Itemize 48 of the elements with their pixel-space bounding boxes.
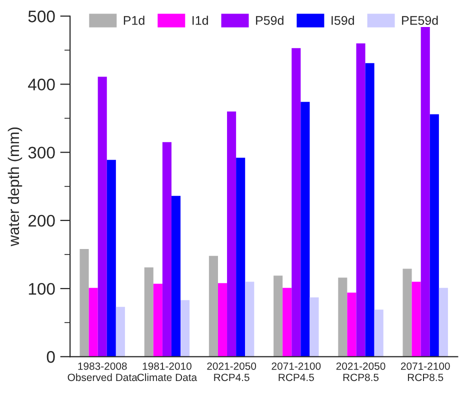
legend-label: I1d — [192, 16, 208, 25]
bar — [282, 288, 292, 357]
bar — [365, 63, 374, 357]
bar — [116, 306, 125, 357]
bar — [274, 276, 283, 357]
bar — [171, 196, 181, 357]
bar — [88, 288, 98, 357]
bar — [236, 158, 246, 357]
y-tick-label: 400 — [28, 78, 55, 90]
y-axis-title: water depth (mm) — [8, 127, 22, 246]
bar — [438, 288, 448, 357]
legend-label: PE59d — [402, 16, 438, 25]
bar — [227, 111, 236, 357]
bar — [412, 282, 421, 357]
y-tick-label: 500 — [28, 10, 55, 22]
bar — [98, 76, 107, 357]
bar — [338, 278, 348, 357]
legend-label: P1d — [124, 16, 144, 25]
x-tick-label: 2071-2100 RCP8.5 — [400, 362, 450, 382]
bar — [374, 310, 384, 357]
bar — [420, 27, 430, 357]
bar — [245, 282, 254, 357]
bar — [153, 284, 162, 357]
bar — [218, 283, 228, 357]
bar — [292, 48, 301, 357]
y-tick-label: 200 — [28, 214, 55, 227]
bar — [430, 114, 439, 357]
bar — [347, 292, 356, 357]
bar — [144, 267, 154, 357]
y-tick-label: 0 — [46, 351, 55, 363]
bar — [208, 256, 218, 357]
bar — [106, 160, 116, 357]
bar — [356, 43, 366, 357]
y-tick-label: 100 — [28, 282, 55, 295]
x-tick-label: 2021-2050 RCP4.5 — [207, 362, 256, 382]
bar — [80, 249, 89, 357]
bar — [300, 102, 310, 357]
legend-label: I59d — [332, 16, 354, 25]
y-tick-label: 300 — [28, 146, 55, 159]
bar — [180, 300, 190, 357]
bar — [310, 297, 319, 357]
x-tick-label: 2021-2050 RCP8.5 — [336, 362, 386, 382]
legend-label: P59d — [256, 16, 284, 25]
x-tick-label: 2071-2100 RCP4.5 — [272, 362, 321, 382]
x-tick-label: 1981-2010 Climate Data — [137, 362, 198, 382]
x-tick-label: 1983-2008 Observed Data — [68, 362, 138, 382]
bar — [402, 268, 412, 357]
bar — [162, 142, 172, 357]
